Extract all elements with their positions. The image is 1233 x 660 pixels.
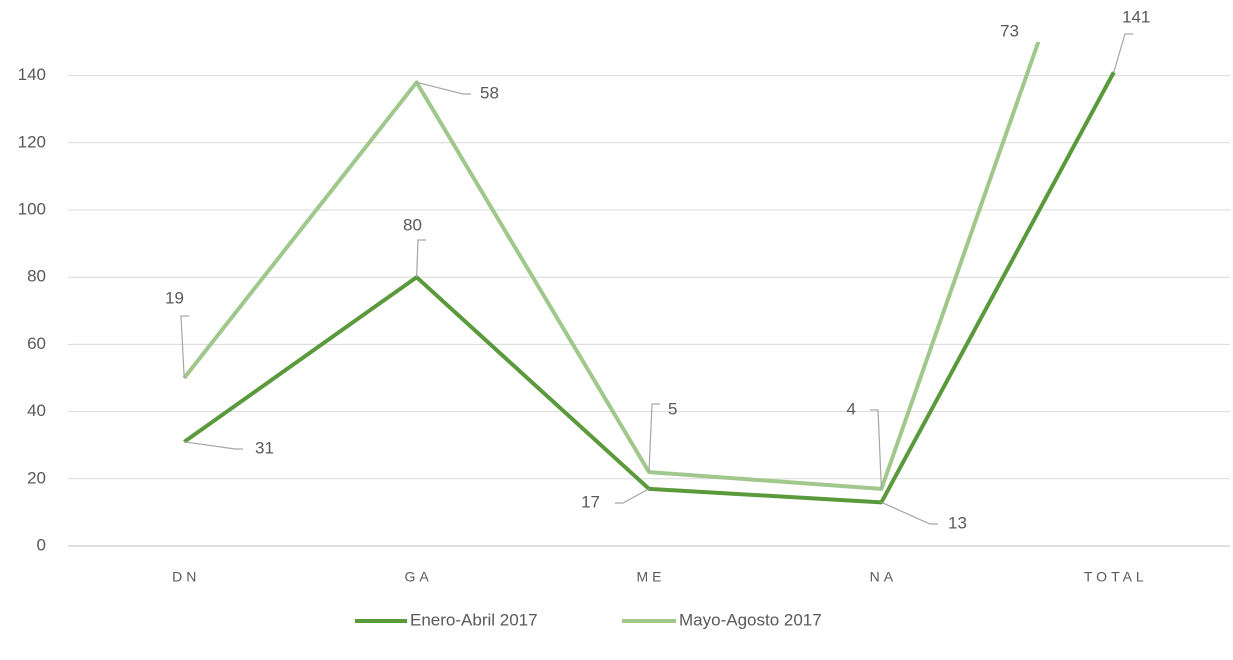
leader-line (648, 403, 660, 473)
x-tick-label: TOTAL (1084, 569, 1148, 585)
legend-label: Enero-Abril 2017 (410, 610, 538, 629)
leader-line (615, 488, 650, 504)
legend-label: Mayo-Agosto 2017 (679, 610, 822, 629)
data-label: 141 (1122, 7, 1150, 26)
leader-line (1113, 33, 1133, 73)
x-tick-label: NA (870, 569, 897, 585)
data-label: 73 (1000, 21, 1019, 40)
data-label: 5 (668, 399, 677, 418)
x-tick-label: DN (172, 569, 200, 585)
leader-line (184, 441, 243, 450)
data-label: 58 (480, 83, 499, 102)
x-tick-label: GA (404, 569, 432, 585)
data-label: 17 (581, 492, 600, 511)
leader-line (416, 81, 471, 95)
leader-line (416, 239, 426, 278)
line-series (183, 71, 1116, 505)
data-label: 80 (403, 215, 422, 234)
y-tick-label: 60 (27, 334, 46, 353)
y-tick-label: 40 (27, 401, 46, 420)
leader-line (870, 409, 882, 489)
leader-line (180, 315, 189, 379)
y-tick-label: 20 (27, 468, 46, 487)
x-tick-label: ME (637, 569, 666, 585)
data-label: 31 (255, 438, 274, 457)
y-tick-label: 80 (27, 267, 46, 286)
y-tick-label: 100 (18, 199, 46, 218)
y-tick-label: 120 (18, 132, 46, 151)
data-label: 13 (948, 513, 967, 532)
data-label: 4 (847, 399, 856, 418)
y-tick-label: 140 (18, 65, 46, 84)
leader-line (881, 501, 938, 525)
y-tick-label: 0 (37, 535, 46, 554)
line-series (182, 42, 1041, 491)
data-label: 19 (165, 288, 184, 307)
